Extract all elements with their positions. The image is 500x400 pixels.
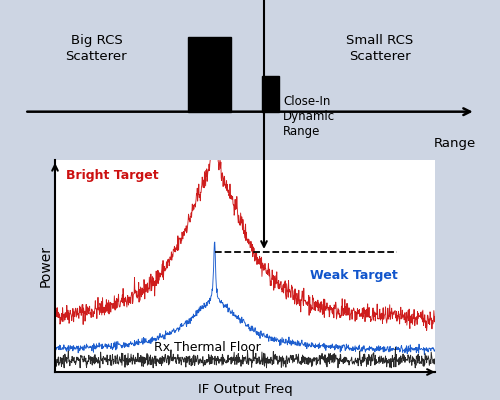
Bar: [262, 76, 279, 112]
Text: Close-In
Dynamic
Range: Close-In Dynamic Range: [283, 96, 335, 138]
Text: IF Output Freq: IF Output Freq: [198, 383, 292, 396]
Bar: [188, 37, 231, 112]
Text: Big RCS
Scatterer: Big RCS Scatterer: [66, 34, 127, 63]
Text: Small RCS
Scatterer: Small RCS Scatterer: [346, 34, 413, 63]
Text: Rx Thermal Floor: Rx Thermal Floor: [154, 341, 260, 354]
Y-axis label: Power: Power: [38, 245, 52, 287]
Text: Bright Target: Bright Target: [66, 169, 159, 182]
Text: Weak Target: Weak Target: [310, 269, 398, 282]
Text: Range: Range: [434, 137, 476, 150]
